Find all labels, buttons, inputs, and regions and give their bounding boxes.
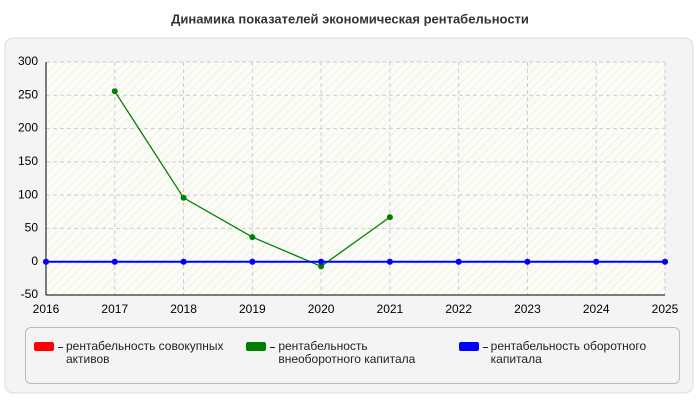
data-point	[524, 258, 531, 265]
y-tick-label: 200	[18, 121, 38, 135]
data-point	[249, 258, 256, 265]
y-tick-label: 50	[25, 221, 39, 235]
x-tick-label: 2023	[514, 302, 541, 316]
y-tick-label: 150	[18, 154, 38, 168]
chart-title: Динамика показателей экономическая рента…	[171, 11, 529, 26]
x-tick-label: 2021	[377, 302, 404, 316]
legend-swatch	[34, 342, 54, 351]
x-tick-label: 2024	[583, 302, 610, 316]
y-tick-label: 250	[18, 87, 38, 101]
data-point	[318, 263, 325, 270]
x-tick-label: 2020	[308, 302, 335, 316]
legend-label: рентабельность внеоборотного капитала	[278, 339, 416, 366]
legend-swatch	[246, 342, 267, 351]
data-point	[386, 214, 393, 221]
data-point	[249, 234, 256, 241]
plot-area	[46, 62, 665, 295]
data-point	[386, 258, 393, 265]
legend-item: рентабельность оборотного капитала	[458, 339, 671, 383]
x-tick-label: 2019	[239, 302, 266, 316]
y-tick-label: -50	[21, 287, 39, 301]
x-tick-label: 2022	[445, 302, 472, 316]
legend-swatch	[458, 342, 479, 351]
data-point	[455, 258, 462, 265]
data-point	[318, 258, 325, 265]
x-tick-label: 2017	[101, 302, 128, 316]
data-point	[662, 258, 668, 265]
data-point	[180, 258, 187, 265]
data-point	[111, 88, 118, 95]
x-tick-label: 2025	[652, 302, 679, 316]
legend: рентабельность совокупных активов рентабе…	[25, 327, 680, 384]
data-point	[593, 258, 600, 265]
data-point	[111, 258, 118, 265]
legend-dash	[482, 347, 488, 348]
y-tick-label: 0	[31, 254, 38, 268]
legend-dash	[58, 347, 63, 348]
legend-label: рентабельность оборотного капитала	[490, 339, 647, 366]
legend-item: рентабельность совокупных активов	[34, 340, 246, 383]
y-tick-label: 100	[18, 187, 38, 201]
y-tick-label: 300	[18, 54, 38, 68]
data-point	[180, 194, 187, 201]
legend-label: рентабельность совокупных активов	[66, 339, 224, 366]
x-tick-label: 2018	[170, 302, 197, 316]
data-point	[43, 258, 49, 265]
legend-item: рентабельность внеоборотного капитала	[246, 340, 458, 383]
x-tick-label: 2016	[33, 302, 60, 316]
legend-dash	[270, 347, 276, 348]
